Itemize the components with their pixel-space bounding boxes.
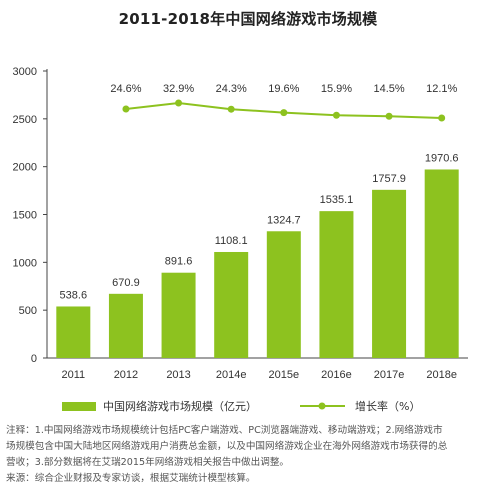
bar-value-label: 538.6 [60,289,88,301]
bar-value-label: 1757.9 [372,173,406,185]
y-tick-label: 500 [19,305,37,317]
bar [161,272,196,358]
bar-value-label: 1970.6 [425,152,459,164]
chart-title: 2011-2018年中国网络游戏市场规模 [118,10,378,28]
bar [266,231,301,358]
growth-point [122,105,130,113]
footnotes: 注释：1.中国网络游戏市场规模统计包括PC客户端游戏、PC浏览器端游戏、移动端游… [6,423,492,487]
bar-value-label: 891.6 [165,256,193,268]
bar-value-labels: 538.6 670.9 891.6 1108.1 1324.7 1535.1 1757.9 1… [60,152,459,301]
x-tick-label: 2016e [321,369,352,381]
bar-value-label: 1108.1 [215,235,248,247]
x-tick-label: 2017e [374,369,405,381]
x-tick-label: 2013 [166,369,190,381]
note-line: 场规模包含中国大陆地区网络游戏用户消费总金额，以及中国网络游戏企业在海外网络游戏… [6,441,448,452]
bar [319,211,354,358]
growth-point [332,111,340,119]
growth-value-label: 24.3% [216,83,247,95]
growth-value-label: 15.9% [321,83,352,95]
growth-value-label: 12.1% [426,83,457,95]
growth-point [385,112,393,120]
legend: 中国网络游戏市场规模（亿元） 增长率（%） [62,399,420,413]
x-tick-label: 2018e [426,369,457,381]
bar-value-label: 1324.7 [267,214,301,226]
bar-value-label: 670.9 [112,277,140,289]
x-tick-labels: 2011 2012 2013 2014e 2015e 2016e 2017e 2018e [61,369,457,381]
growth-value-label: 14.5% [373,83,404,95]
y-tick-label: 3000 [13,66,37,78]
bar-series [56,169,459,358]
y-tick-label: 1000 [13,257,37,269]
growth-point [438,114,446,122]
legend-line-label: 增长率（%） [355,399,420,413]
growth-value-labels: 24.6% 32.9% 24.3% 19.6% 15.9% 14.5% 12.1% [110,83,457,95]
legend-bar-swatch [62,402,96,411]
y-tick-label: 1500 [13,210,37,222]
growth-line-series [122,99,446,122]
x-tick-label: 2015e [269,369,300,381]
y-tick-label: 0 [31,353,37,365]
bar [372,189,407,358]
growth-value-label: 19.6% [268,83,299,95]
y-tick-label: 2500 [13,114,37,126]
legend-bar-label: 中国网络游戏市场规模（亿元） [103,399,257,413]
growth-value-label: 24.6% [110,83,141,95]
x-tick-label: 2012 [114,369,138,381]
x-tick-label: 2011 [61,369,85,381]
growth-point [175,99,183,107]
bar [424,169,459,358]
bar [214,251,249,358]
y-tick-label: 2000 [13,162,37,174]
bar [56,306,91,358]
growth-point [280,109,288,117]
growth-point [227,105,235,113]
bar-line-chart: 0 500 1000 1500 2000 2500 3000 538.6 670.9 891.6… [13,66,468,413]
note-line: 注释：1.中国网络游戏市场规模统计包括PC客户端游戏、PC浏览器端游戏、移动端游… [6,425,443,436]
note-line: 营收；3.部分数据将在艾瑞2015年网络游戏相关报告中做出调整。 [6,457,290,468]
bar-value-label: 1535.1 [320,194,354,206]
bar [108,293,143,358]
source-line: 来源：综合企业财报及专家访谈，根据艾瑞统计模型核算。 [6,473,256,484]
growth-value-label: 32.9% [163,83,194,95]
legend-line-marker [318,402,326,410]
x-tick-label: 2014e [216,369,247,381]
